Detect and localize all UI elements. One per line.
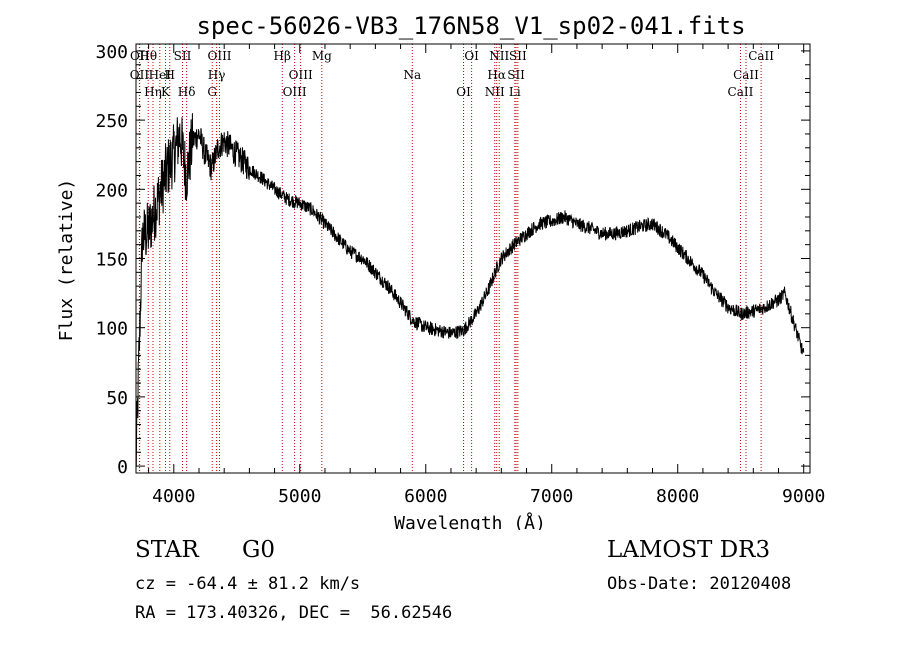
line-label: CaII xyxy=(733,68,759,82)
line-label: HeI xyxy=(149,68,172,82)
x-tick-label: 4000 xyxy=(152,486,195,507)
line-label: Hη xyxy=(144,85,162,99)
line-label: OI xyxy=(464,49,479,63)
line-label: SII xyxy=(174,49,192,63)
y-axis-label: Flux (relative) xyxy=(56,179,77,342)
survey-label: LAMOST DR3 xyxy=(607,537,771,563)
chart-title: spec-56026-VB3_176N58_V1_sp02-041.fits xyxy=(196,12,745,40)
line-label: CaII xyxy=(728,85,754,99)
line-label: OIII xyxy=(283,85,307,99)
cz-text: cz = -64.4 ± 81.2 km/s xyxy=(135,574,361,594)
line-label: Hα xyxy=(487,68,506,82)
y-tick-label: 50 xyxy=(106,388,128,409)
line-label: OI xyxy=(456,85,471,99)
line-labels: HθOIIHηOIIHeIKSIIHHδOIIIHγGHβOIIIOIIIMgN… xyxy=(130,49,775,99)
line-label: Na xyxy=(403,68,421,82)
spectrum-chart: spec-56026-VB3_176N58_V1_sp02-041.fits H… xyxy=(56,12,825,530)
y-axis: 0 50 100 150 200 250 300 xyxy=(95,42,810,478)
line-label: SII xyxy=(509,49,527,63)
line-label: Mg xyxy=(312,49,332,63)
line-label: K xyxy=(161,85,171,99)
line-label: OII xyxy=(130,49,150,63)
obs-date-text: Obs-Date: 20120408 xyxy=(607,574,792,594)
plot-frame xyxy=(135,43,811,474)
x-tick-label: 7000 xyxy=(530,486,573,507)
line-label: Hδ xyxy=(178,85,196,99)
y-tick-label: 0 xyxy=(117,457,128,478)
spectrum-line xyxy=(135,113,805,467)
line-label: OII xyxy=(130,68,150,82)
line-label: SII xyxy=(507,68,525,82)
line-label: H xyxy=(165,68,175,82)
y-tick-label: 300 xyxy=(95,42,128,63)
line-label: OIII xyxy=(207,49,231,63)
x-tick-label: 8000 xyxy=(656,486,699,507)
line-label: G xyxy=(207,85,217,99)
line-label: NII xyxy=(489,49,509,63)
y-tick-label: 250 xyxy=(95,111,128,132)
line-label: NII xyxy=(485,85,505,99)
subclass-label: G0 xyxy=(242,537,276,563)
line-label: Li xyxy=(509,85,521,99)
x-tick-label: 9000 xyxy=(782,486,825,507)
coords-text: RA = 173.40326, DEC = 56.62546 xyxy=(135,603,453,623)
x-axis-label: Wavelength (Å) xyxy=(394,512,546,530)
line-label: Hβ xyxy=(274,49,291,63)
y-tick-label: 150 xyxy=(95,250,128,271)
line-label: Hγ xyxy=(208,68,226,82)
x-axis: 4000 5000 6000 7000 8000 9000 xyxy=(148,44,825,507)
y-tick-label: 200 xyxy=(95,180,128,201)
line-label: Hθ xyxy=(139,49,157,63)
line-label: CaII xyxy=(748,49,774,63)
class-label: STAR xyxy=(135,537,199,563)
emission-lines xyxy=(138,44,762,473)
y-tick-label: 100 xyxy=(95,319,128,340)
line-label: OIII xyxy=(289,68,313,82)
x-tick-label: 5000 xyxy=(278,486,321,507)
x-tick-label: 6000 xyxy=(404,486,447,507)
